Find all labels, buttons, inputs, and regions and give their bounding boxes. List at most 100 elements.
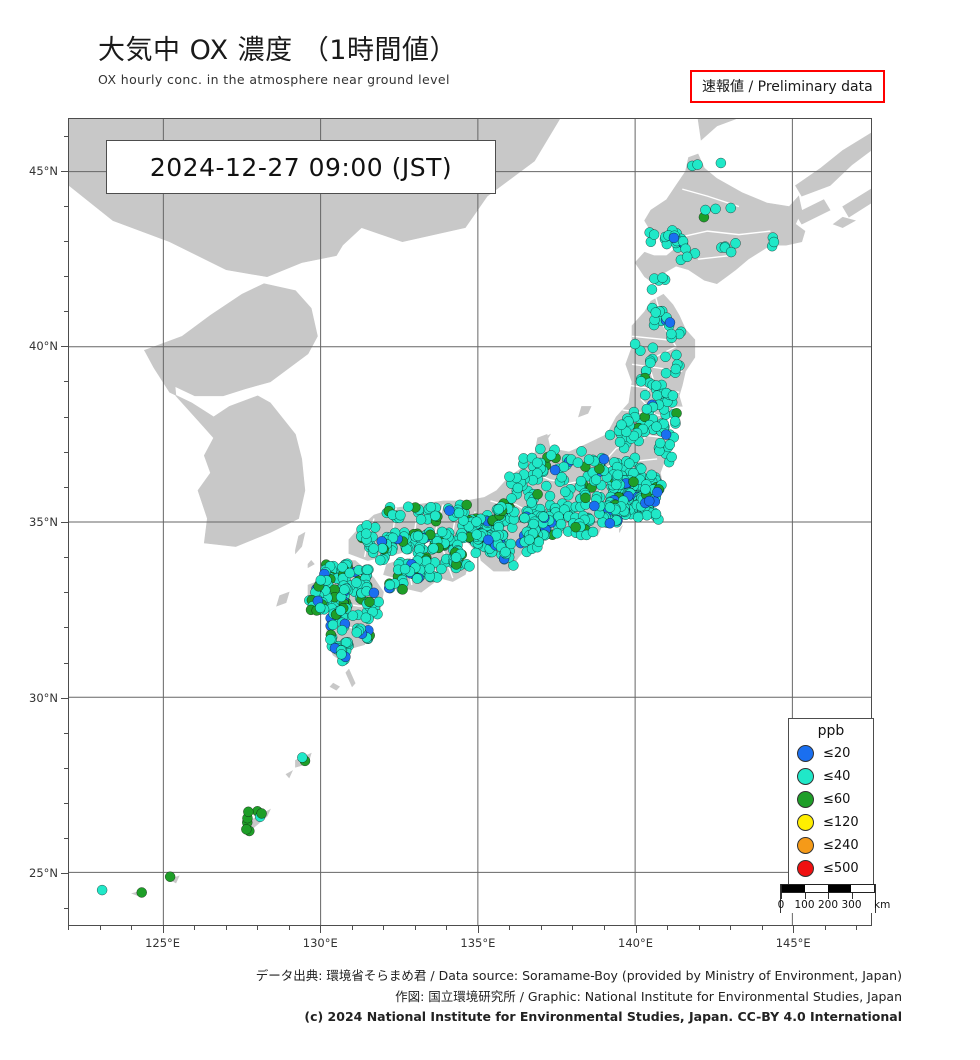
observation-point xyxy=(624,458,635,469)
legend-row-3[interactable]: ≤120 xyxy=(789,811,873,834)
tick-lon-123 xyxy=(99,926,101,930)
legend-swatch-icon xyxy=(797,745,814,762)
prefecture-border-1 xyxy=(631,335,667,341)
observation-point xyxy=(344,567,355,579)
tick-lat-46 xyxy=(64,135,68,137)
page-title: 大気中 OX 濃度 （1時間値） xyxy=(98,35,457,66)
scale-tick-0 xyxy=(781,893,782,899)
observation-point xyxy=(428,543,439,554)
tick-lat-43 xyxy=(64,240,68,242)
observation-point xyxy=(635,376,647,387)
tick-lat-39 xyxy=(64,381,68,383)
observation-point xyxy=(670,363,681,375)
observation-point xyxy=(375,555,386,566)
observation-point xyxy=(644,495,655,507)
observation-point xyxy=(652,487,663,498)
observation-point xyxy=(538,511,549,522)
observation-point xyxy=(632,512,644,523)
landmass-izu xyxy=(619,525,623,533)
observation-point xyxy=(660,351,671,362)
landmass-nkorea_top xyxy=(144,283,318,397)
observation-point xyxy=(604,502,616,513)
axis-label-lat-40: 40°N xyxy=(29,339,58,354)
tick-lat-24 xyxy=(64,908,68,910)
observation-point xyxy=(532,489,543,500)
tick-lon-130 xyxy=(320,926,322,933)
observation-point xyxy=(583,454,595,465)
preliminary-data-badge: 速報値 / Preliminary data xyxy=(690,70,885,103)
observation-point xyxy=(604,429,616,441)
observation-point xyxy=(647,342,659,353)
map-plot-area xyxy=(68,118,872,926)
tick-lat-34 xyxy=(64,557,68,559)
observation-point xyxy=(315,574,326,586)
legend-row-5[interactable]: ≤500 xyxy=(789,857,873,880)
observation-point xyxy=(692,159,703,170)
observation-point xyxy=(364,596,375,608)
tick-lon-147 xyxy=(856,926,858,930)
observation-points-layer xyxy=(96,157,780,898)
tick-lon-138 xyxy=(572,926,574,930)
landmass-tokuno xyxy=(285,770,293,779)
tick-lon-143 xyxy=(730,926,732,930)
observation-point xyxy=(483,534,494,546)
tick-lon-136 xyxy=(509,926,511,930)
observation-point xyxy=(461,499,472,511)
observation-point xyxy=(373,596,384,608)
observation-point xyxy=(641,403,653,415)
observation-point xyxy=(611,479,622,490)
timestamp-box: 2024-12-27 09:00 (JST) xyxy=(106,140,496,194)
legend-label: ≤20 xyxy=(823,746,851,761)
prefecture-border-33 xyxy=(682,188,740,208)
tick-lat-45 xyxy=(61,170,68,172)
observation-point xyxy=(337,562,348,573)
observation-point xyxy=(660,368,672,379)
observation-point xyxy=(368,587,380,598)
axis-label-lon-145: 145°E xyxy=(775,936,811,950)
observation-point xyxy=(645,357,656,368)
legend-row-4[interactable]: ≤240 xyxy=(789,834,873,857)
tick-lon-139 xyxy=(604,926,605,930)
tick-lat-33 xyxy=(64,592,68,594)
observation-point xyxy=(315,602,326,613)
landmass-sakhalin xyxy=(697,119,736,141)
observation-point xyxy=(415,514,427,525)
observation-point xyxy=(560,486,571,497)
observation-point xyxy=(544,490,556,502)
observation-point xyxy=(575,475,587,487)
observation-point xyxy=(437,526,448,538)
tick-lon-128 xyxy=(257,926,259,930)
legend-row-0[interactable]: ≤20 xyxy=(789,742,873,765)
legend-row-1[interactable]: ≤40 xyxy=(789,765,873,788)
observation-point xyxy=(640,389,651,401)
axis-label-lat-30: 30°N xyxy=(29,690,58,705)
scale-unit-label: km xyxy=(874,899,891,911)
axis-label-lon-130: 130°E xyxy=(302,936,338,950)
observation-point xyxy=(671,349,682,361)
observation-point xyxy=(327,619,339,631)
landmass-kuril2 xyxy=(842,188,871,218)
tick-lon-144 xyxy=(761,926,763,930)
tick-lat-30 xyxy=(61,697,68,699)
legend-row-2[interactable]: ≤60 xyxy=(789,788,873,811)
observation-point xyxy=(646,284,658,295)
axis-label-lon-135: 135°E xyxy=(460,936,496,950)
observation-point xyxy=(436,563,447,575)
footer-graphic-credit: 作図: 国立環境研究所 / Graphic: National Institut… xyxy=(395,988,902,1004)
observation-point xyxy=(646,469,657,480)
observation-point xyxy=(604,518,616,529)
legend-label: ≤60 xyxy=(823,792,851,807)
landmass-goto xyxy=(276,591,290,607)
observation-point xyxy=(528,518,539,530)
tick-lat-41 xyxy=(64,311,68,313)
tick-lon-125 xyxy=(162,926,164,933)
legend-label: ≤120 xyxy=(823,815,859,830)
observation-point xyxy=(535,443,546,455)
observation-point xyxy=(384,579,396,591)
observation-point xyxy=(450,552,462,563)
tick-lat-29 xyxy=(64,732,68,734)
scale-segment-0 xyxy=(782,885,805,892)
tick-lon-131 xyxy=(351,926,353,930)
observation-point xyxy=(351,577,362,588)
observation-point xyxy=(650,307,661,318)
